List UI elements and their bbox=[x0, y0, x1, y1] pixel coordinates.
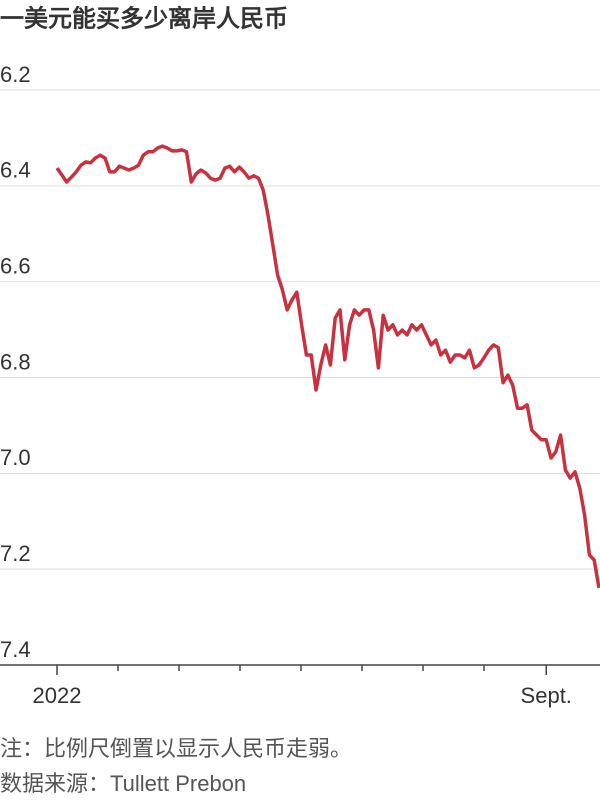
y-tick-label: 6.4 bbox=[0, 158, 31, 183]
y-tick-label: 6.6 bbox=[0, 253, 31, 278]
source: 数据来源：Tullett Prebon bbox=[0, 771, 246, 796]
note: 注：比例尺倒置以显示人民币走弱。 bbox=[0, 736, 352, 761]
y-tick-label: 7.4 bbox=[0, 637, 31, 662]
x-tick-label: Sept. bbox=[521, 683, 572, 708]
y-tick-label: 6.8 bbox=[0, 349, 31, 374]
y-tick-label: 7.2 bbox=[0, 541, 31, 566]
x-tick-label: 2022 bbox=[33, 683, 82, 708]
y-tick-label: 7.0 bbox=[0, 445, 31, 470]
chart-title: 一美元能买多少离岸人民币 bbox=[0, 4, 288, 32]
y-tick-label: 6.2 bbox=[0, 62, 31, 87]
line bbox=[55, 144, 600, 589]
